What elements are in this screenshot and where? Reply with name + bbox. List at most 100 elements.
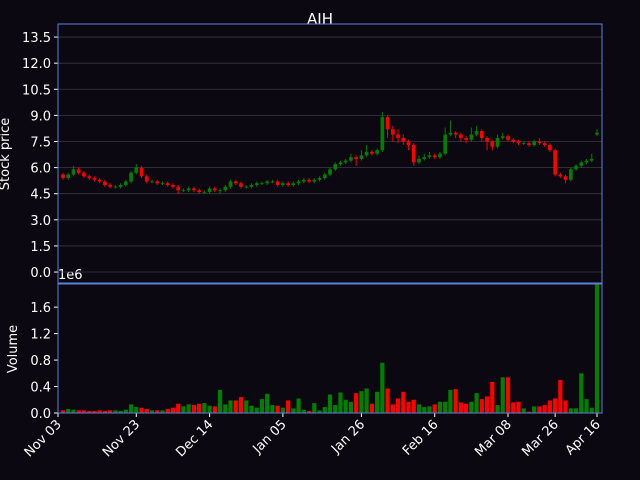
volume-bar (191, 405, 196, 413)
volume-bar (296, 398, 301, 413)
candle-body (239, 183, 243, 187)
candle-body (584, 160, 589, 163)
x-tick-label: Nov 03 (22, 417, 65, 460)
volume-bar (359, 391, 364, 413)
candle-body (186, 188, 191, 191)
volume-bar (259, 399, 265, 413)
y-tick-label: 6.0 (30, 162, 51, 177)
volume-bar (113, 410, 118, 413)
volume-bar (102, 411, 107, 413)
y-tick-label: 13.5 (22, 31, 51, 46)
volume-bar (532, 406, 537, 413)
candle-body (375, 150, 379, 154)
volume-bar (542, 405, 547, 413)
candle-body (97, 179, 102, 182)
volume-bar (526, 411, 532, 413)
volume-bar (484, 396, 490, 413)
volume-bar (81, 410, 87, 413)
candle-body (448, 132, 453, 135)
volume-bar (563, 400, 568, 413)
volume-bar (165, 409, 170, 413)
candle-body (82, 172, 86, 177)
candle-body (244, 186, 249, 188)
x-tick-label: Jan 26 (328, 417, 368, 457)
candle-body (176, 186, 181, 191)
volume-bar (160, 410, 165, 413)
volume-bar (270, 405, 275, 413)
candle-body (207, 188, 212, 192)
candle-body (192, 188, 196, 191)
candle-body (113, 186, 118, 188)
volume-bar (464, 403, 469, 413)
volume-bar (207, 405, 212, 413)
candle-body (490, 141, 495, 147)
candle-body (474, 131, 479, 135)
x-tick-label: Mar 26 (519, 417, 562, 460)
candle-body (123, 181, 128, 186)
volume-bar (568, 408, 573, 413)
candle-body (500, 136, 505, 139)
candle-body (129, 172, 133, 182)
volume-bar (176, 403, 181, 413)
candle-body (542, 143, 547, 145)
volume-bar (458, 402, 463, 413)
candle-body (66, 174, 71, 179)
volume-bar (537, 406, 542, 413)
volume-bar (223, 404, 228, 413)
candle-body (92, 178, 97, 180)
candle-body (579, 162, 584, 166)
volume-bar (108, 410, 113, 413)
candle-body (589, 158, 594, 161)
volume-bar (437, 401, 443, 413)
candle-body (506, 136, 510, 140)
candle-body (281, 183, 285, 186)
volume-bar (364, 388, 369, 413)
volume-panel-frame (57, 283, 603, 414)
candle-body (406, 141, 411, 145)
volume-bar (233, 400, 238, 413)
volume-bar (92, 411, 97, 413)
candle-body (453, 132, 458, 135)
candle-body (223, 186, 228, 191)
y-tick-label: 0.8 (30, 354, 51, 369)
volume-bar (327, 394, 333, 413)
volume-bar (186, 404, 191, 413)
candle-body (144, 176, 149, 182)
y-tick-label: 1.2 (30, 328, 51, 343)
volume-bar (343, 399, 348, 413)
candle-body (553, 150, 557, 175)
candle-body (61, 174, 65, 179)
volume-bar (181, 406, 186, 413)
volume-bar (380, 362, 385, 413)
y-tick-label: 3.0 (30, 214, 51, 229)
candle-body (516, 141, 521, 144)
candle-body (76, 169, 81, 173)
candle-body (527, 143, 531, 145)
candle-body (233, 181, 238, 184)
volume-bar (395, 398, 401, 413)
volume-bar (76, 410, 81, 413)
volume-bar (322, 407, 327, 413)
volume-bar (338, 392, 343, 413)
candle-body (71, 169, 76, 175)
candle-body (87, 176, 92, 179)
volume-bar (280, 407, 285, 413)
volume-bar (134, 407, 139, 413)
volume-bar (469, 401, 474, 413)
volume-bar (594, 284, 600, 413)
candle-body (181, 190, 186, 192)
volume-bar (333, 405, 338, 413)
candle-body (370, 151, 374, 154)
x-tick-label: Nov 23 (100, 417, 143, 460)
volume-bar (301, 409, 306, 413)
x-tick-label: Apr 16 (563, 417, 604, 458)
candle-body (171, 185, 175, 187)
candle-body (432, 155, 437, 158)
volume-bar (589, 407, 594, 413)
candle-body (574, 165, 578, 170)
chart-title: AIH (307, 10, 333, 28)
candle-body (479, 131, 484, 139)
candle-body (359, 155, 364, 159)
volume-bar (128, 404, 134, 413)
